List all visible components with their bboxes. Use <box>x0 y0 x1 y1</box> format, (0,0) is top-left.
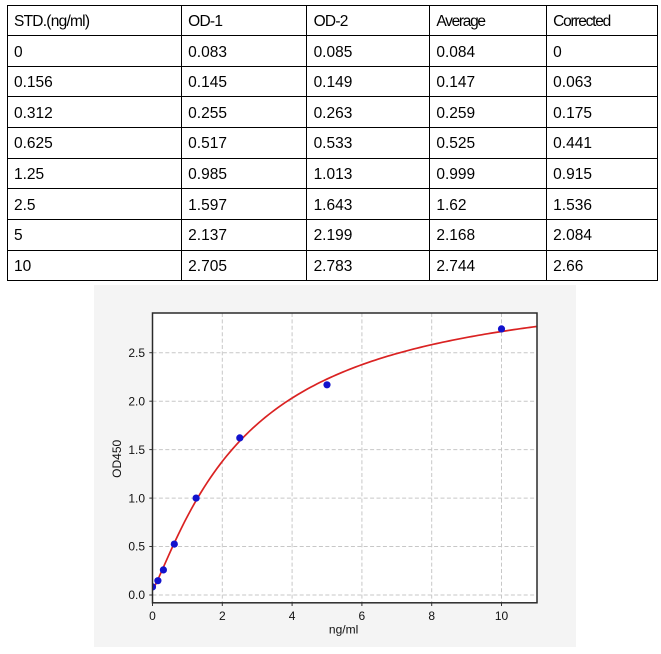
svg-text:4: 4 <box>289 609 296 623</box>
svg-text:1.0: 1.0 <box>128 491 145 505</box>
svg-text:1.5: 1.5 <box>128 443 145 457</box>
svg-text:ng/ml: ng/ml <box>329 622 358 636</box>
svg-text:2: 2 <box>219 609 226 623</box>
svg-text:OD450: OD450 <box>110 439 124 477</box>
svg-text:2.0: 2.0 <box>128 394 145 408</box>
svg-text:0.0: 0.0 <box>128 588 145 602</box>
svg-text:2.5: 2.5 <box>128 346 145 360</box>
svg-text:8: 8 <box>428 609 435 623</box>
svg-text:10: 10 <box>495 609 509 623</box>
svg-text:0.5: 0.5 <box>128 540 145 554</box>
svg-text:0: 0 <box>149 609 156 623</box>
svg-text:6: 6 <box>359 609 366 623</box>
